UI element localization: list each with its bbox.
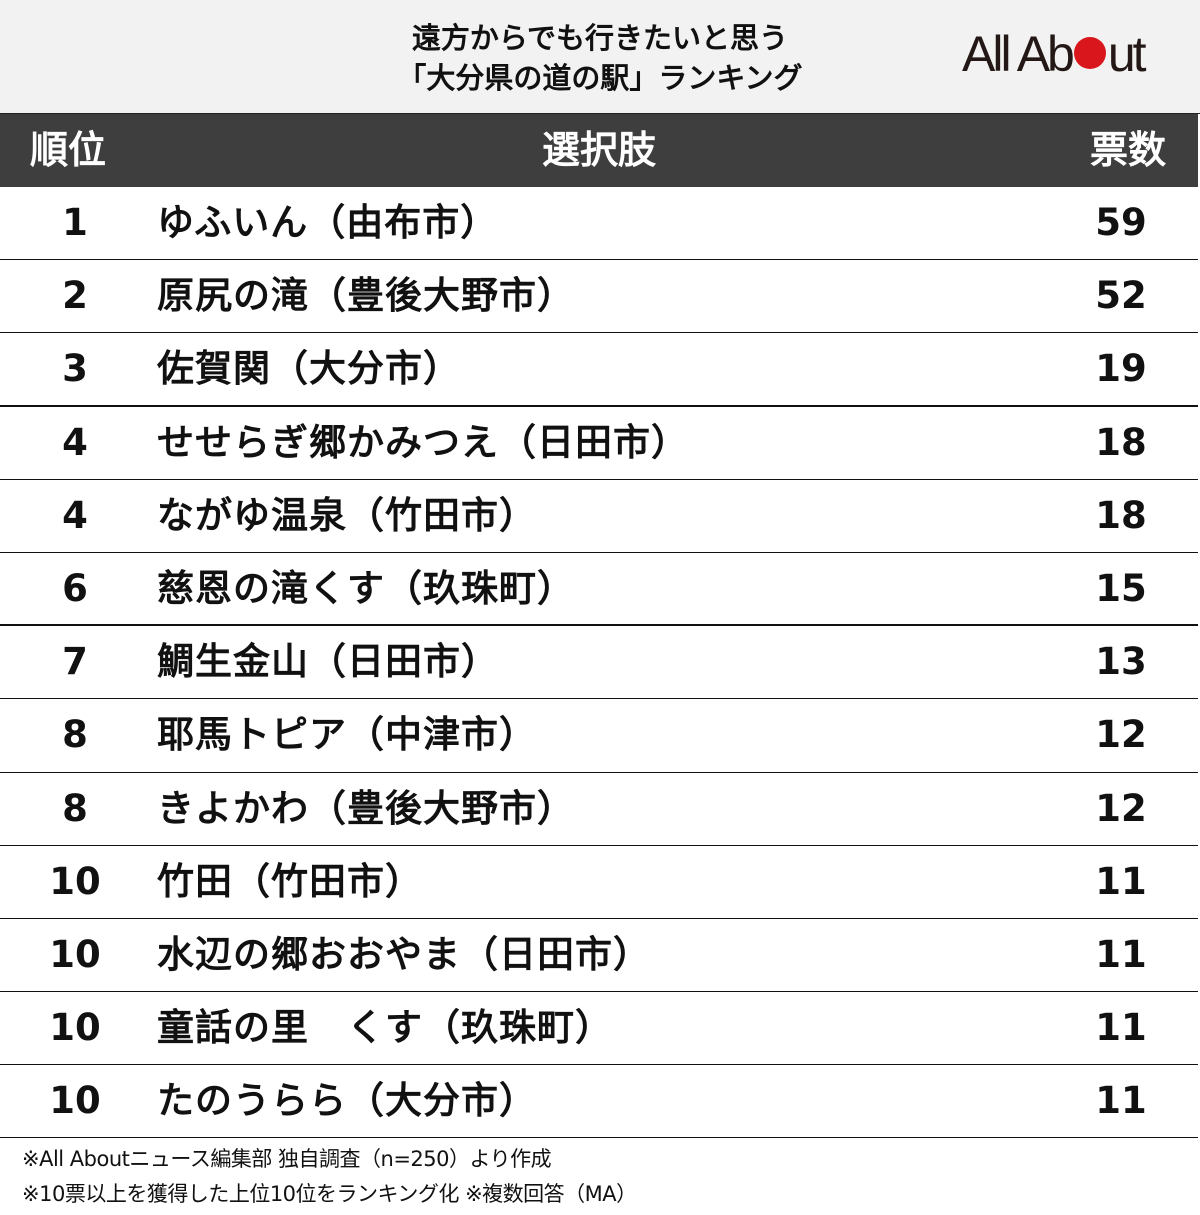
row-rank: 4 xyxy=(62,493,88,537)
table-row: 6 慈恩の滝くす（玖珠町） 15 xyxy=(0,553,1198,627)
row-name: せせらぎ郷かみつえ（日田市） xyxy=(157,420,689,464)
row-votes: 13 xyxy=(1095,640,1147,684)
title-line-2: 「大分県の道の駅」ランキング xyxy=(397,61,803,95)
all-about-logo: All Ab ut xyxy=(962,26,1147,82)
row-name: 竹田（竹田市） xyxy=(157,859,423,903)
row-rank: 1 xyxy=(62,201,88,244)
row-name: 原尻の滝（豊後大野市） xyxy=(157,274,575,318)
table-row: 7 鯛生金山（日田市） 13 xyxy=(0,626,1198,700)
table-row: 10 たのうらら（大分市） 11 xyxy=(0,1065,1198,1139)
table-row: 3 佐賀関（大分市） 19 xyxy=(0,333,1198,407)
table-row: 8 きよかわ（豊後大野市） 12 xyxy=(0,773,1198,846)
logo-text-end: ut xyxy=(1107,26,1147,82)
row-name: 水辺の郷おおやま（日田市） xyxy=(157,932,651,976)
row-votes: 11 xyxy=(1095,1006,1147,1050)
row-name: ながゆ温泉（竹田市） xyxy=(157,493,537,537)
header-choice: 選択肢 xyxy=(541,128,656,172)
row-votes: 12 xyxy=(1095,786,1147,830)
row-rank: 2 xyxy=(62,274,88,318)
ranking-table-body: 1 ゆふいん（由布市） 59 2 原尻の滝（豊後大野市） 52 3 佐賀関（大分… xyxy=(0,187,1198,1139)
row-votes: 59 xyxy=(1095,201,1147,244)
table-row: 10 水辺の郷おおやま（日田市） 11 xyxy=(0,919,1198,993)
row-votes: 18 xyxy=(1095,493,1147,537)
row-votes: 11 xyxy=(1095,1079,1147,1123)
logo-red-dot-icon xyxy=(1073,37,1106,69)
table-row: 1 ゆふいん（由布市） 59 xyxy=(0,187,1198,261)
footnote-method: ※10票以上を獲得した上位10位をランキング化 ※複数回答（MA） xyxy=(22,1182,637,1206)
row-rank: 8 xyxy=(62,713,88,757)
header-rank: 順位 xyxy=(30,128,107,172)
row-votes: 19 xyxy=(1095,347,1147,391)
row-rank: 10 xyxy=(49,932,101,976)
row-name: きよかわ（豊後大野市） xyxy=(157,786,575,830)
row-rank: 10 xyxy=(49,1006,101,1050)
row-rank: 4 xyxy=(62,420,88,464)
table-row: 4 せせらぎ郷かみつえ（日田市） 18 xyxy=(0,407,1198,480)
title-line-1: 遠方からでも行きたいと思う xyxy=(411,21,789,55)
logo-text-start: All Ab xyxy=(962,26,1075,82)
row-name: ゆふいん（由布市） xyxy=(157,201,499,244)
row-rank: 3 xyxy=(62,347,88,391)
row-rank: 8 xyxy=(62,786,88,830)
page-title: 遠方からでも行きたいと思う 「大分県の道の駅」ランキング xyxy=(0,18,1200,98)
table-row: 8 耶馬トピア（中津市） 12 xyxy=(0,699,1198,773)
row-rank: 10 xyxy=(49,859,101,903)
row-name: 佐賀関（大分市） xyxy=(157,347,461,391)
row-name: 鯛生金山（日田市） xyxy=(157,640,499,684)
row-name: 童話の里 くす（玖珠町） xyxy=(157,1006,613,1050)
row-name: 慈恩の滝くす（玖珠町） xyxy=(157,566,575,610)
table-row: 10 童話の里 くす（玖珠町） 11 xyxy=(0,992,1198,1066)
row-rank: 7 xyxy=(62,640,88,684)
footnotes: ※All Aboutニュース編集部 独自調査（n=250）より作成 ※10票以上… xyxy=(22,1142,637,1212)
table-header: 選択肢 順位 票数 xyxy=(0,114,1198,187)
row-name: 耶馬トピア（中津市） xyxy=(157,713,537,757)
table-row: 2 原尻の滝（豊後大野市） 52 xyxy=(0,260,1198,334)
footnote-source: ※All Aboutニュース編集部 独自調査（n=250）より作成 xyxy=(22,1147,552,1171)
title-area: 遠方からでも行きたいと思う 「大分県の道の駅」ランキング All Ab ut xyxy=(0,0,1200,114)
row-name: たのうらら（大分市） xyxy=(157,1079,537,1123)
row-votes: 52 xyxy=(1095,274,1147,318)
row-rank: 10 xyxy=(49,1079,101,1123)
header-votes: 票数 xyxy=(1089,128,1166,172)
row-votes: 12 xyxy=(1095,713,1147,757)
row-votes: 15 xyxy=(1095,566,1147,610)
row-rank: 6 xyxy=(62,566,88,610)
row-votes: 11 xyxy=(1095,932,1147,976)
row-votes: 11 xyxy=(1095,859,1147,903)
row-votes: 18 xyxy=(1095,420,1147,464)
table-row: 4 ながゆ温泉（竹田市） 18 xyxy=(0,480,1198,553)
table-row: 10 竹田（竹田市） 11 xyxy=(0,846,1198,919)
